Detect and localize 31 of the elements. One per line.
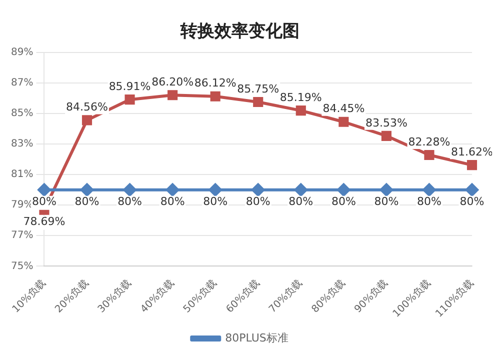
data-label: 84.56% [66, 100, 108, 114]
data-label: 80% [460, 195, 484, 208]
y-tick-label: 85% [10, 108, 34, 120]
data-label: 80% [374, 195, 399, 208]
data-label: 85.91% [108, 80, 151, 93]
data-label: 80% [118, 195, 142, 208]
data-label: 80% [288, 195, 314, 208]
chart-title: 转换效率变化图 [180, 22, 300, 42]
data-label: 84.45% [322, 102, 365, 116]
legend-label: 80PLUS标准 [225, 331, 288, 344]
data-label: 80% [416, 195, 442, 208]
data-label: 80% [331, 195, 356, 208]
data-label: 78.69% [23, 215, 66, 228]
data-label: 85.75% [237, 82, 280, 96]
y-tick-label: 87% [10, 78, 34, 89]
data-label: 80% [160, 195, 185, 208]
data-label: 83.53% [365, 116, 408, 130]
data-label: 80% [32, 195, 56, 208]
data-label: 80% [203, 195, 228, 208]
data-label: 80% [246, 195, 270, 208]
y-tick-label: 77% [10, 230, 34, 242]
data-label: 86.12% [194, 76, 236, 90]
data-label: 81.62% [451, 145, 493, 158]
data-label: 86.20% [152, 76, 194, 89]
y-tick-label: 81% [10, 169, 34, 180]
data-label: 80% [74, 195, 100, 208]
y-tick-label: 89% [10, 46, 34, 58]
data-label: 82.28% [408, 135, 450, 148]
data-label: 85.19% [280, 90, 322, 104]
y-tick-label: 83% [10, 138, 34, 150]
y-tick-label: 75% [10, 260, 34, 272]
